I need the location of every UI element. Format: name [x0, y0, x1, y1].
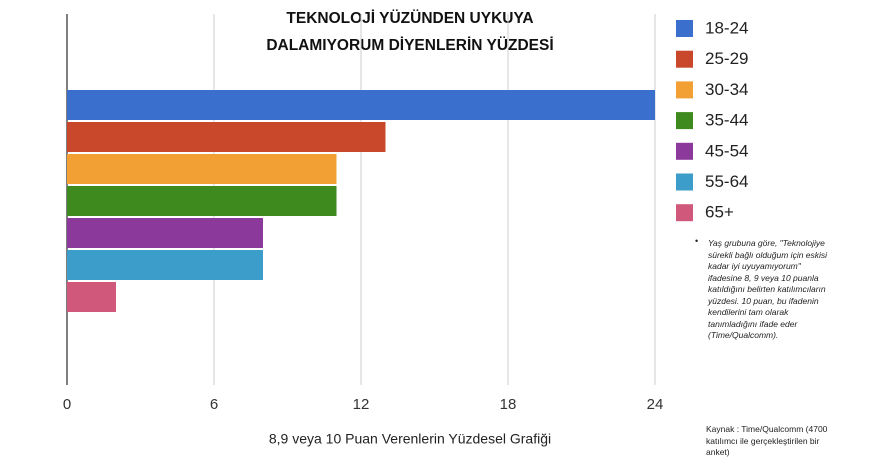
source: Kaynak : Time/Qualcomm (4700 katılımcı i…: [706, 424, 828, 457]
note: Yaş grubuna göre, "Teknolojiye sürekli b…: [708, 238, 828, 340]
x-tick-label: 18: [500, 396, 517, 413]
legend-label: 55-64: [705, 172, 748, 191]
chart-title: TEKNOLOJİ YÜZÜNDEN UYKUYA: [286, 10, 533, 27]
legend-swatch: [676, 142, 693, 160]
bar: [67, 186, 337, 216]
legend-swatch: [676, 20, 693, 37]
x-tick-label: 6: [210, 396, 218, 413]
legend-label: 35-44: [705, 111, 748, 130]
legend-swatch: [676, 81, 693, 99]
legend-swatch: [676, 204, 693, 222]
x-tick-label: 12: [353, 396, 370, 413]
bar: [67, 218, 263, 248]
legend-label: 65+: [705, 203, 734, 222]
legend-swatch: [676, 112, 693, 130]
bar: [67, 90, 655, 120]
legend-label: 25-29: [705, 49, 748, 68]
legend-label: 30-34: [705, 80, 748, 99]
legend-label: 18-24: [705, 18, 748, 37]
bar: [67, 154, 337, 184]
bullet: •: [695, 236, 699, 246]
bar: [67, 250, 263, 280]
x-tick-label: 24: [647, 396, 664, 413]
bar: [67, 282, 116, 312]
x-tick-label: 0: [63, 396, 71, 413]
chart-title: DALAMIYORUM DİYENLERİN YÜZDESİ: [266, 37, 553, 54]
legend-swatch: [676, 50, 693, 68]
x-axis-label: 8,9 veya 10 Puan Verenlerin Yüzdesel Gra…: [269, 431, 551, 447]
legend-label: 45-54: [705, 141, 748, 160]
legend-swatch: [676, 173, 693, 191]
bar: [67, 122, 386, 152]
